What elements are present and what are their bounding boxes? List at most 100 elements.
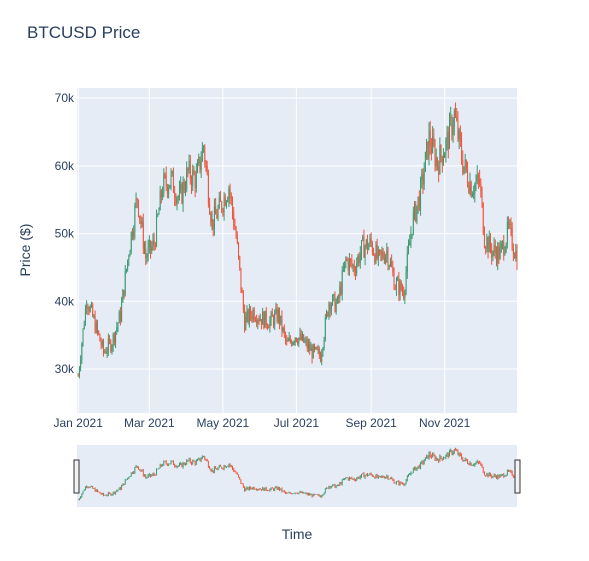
candle-body[interactable] <box>389 261 391 266</box>
candle-body[interactable] <box>250 308 252 316</box>
candle-body[interactable] <box>122 290 124 303</box>
candle-body[interactable] <box>321 353 323 362</box>
candle-body[interactable] <box>230 195 232 199</box>
candle-body[interactable] <box>464 159 466 167</box>
candle-body[interactable] <box>276 308 278 322</box>
candle-body[interactable] <box>471 194 473 197</box>
candle-body[interactable] <box>480 183 482 192</box>
candle-body[interactable] <box>292 342 294 346</box>
candle-body[interactable] <box>512 248 514 255</box>
candle-body[interactable] <box>94 316 96 333</box>
candle-body[interactable] <box>499 247 501 260</box>
candle-body[interactable] <box>371 242 373 253</box>
candle-body[interactable] <box>239 256 241 268</box>
candle-body[interactable] <box>461 141 463 160</box>
candle-body[interactable] <box>493 245 495 252</box>
candle-body[interactable] <box>391 261 393 267</box>
candle-body[interactable] <box>338 296 340 299</box>
candle-body[interactable] <box>286 339 288 342</box>
candle-body[interactable] <box>124 271 126 296</box>
candle-body[interactable] <box>382 252 384 259</box>
candle-body[interactable] <box>264 310 266 328</box>
candle-body[interactable] <box>168 188 170 194</box>
candle-body[interactable] <box>277 309 279 322</box>
candle-body[interactable] <box>219 197 221 202</box>
candle-body[interactable] <box>346 258 348 261</box>
candle-body[interactable] <box>451 117 453 135</box>
candle-body[interactable] <box>364 246 366 258</box>
candle-body[interactable] <box>289 337 291 342</box>
candle-body[interactable] <box>270 312 272 321</box>
candle-body[interactable] <box>146 257 148 259</box>
candle-body[interactable] <box>424 151 426 172</box>
candle-body[interactable] <box>415 203 417 222</box>
candle-body[interactable] <box>107 338 109 352</box>
candle-body[interactable] <box>356 263 358 274</box>
candlesticks[interactable] <box>77 102 518 379</box>
candle-body[interactable] <box>185 189 186 191</box>
candle-body[interactable] <box>358 256 360 264</box>
candle-body[interactable] <box>361 240 362 254</box>
candle-body[interactable] <box>291 341 293 346</box>
candle-body[interactable] <box>144 248 145 250</box>
candle-body[interactable] <box>373 252 375 255</box>
candle-body[interactable] <box>350 259 352 261</box>
candle-body[interactable] <box>130 232 132 252</box>
candle-body[interactable] <box>153 239 155 246</box>
candle-body[interactable] <box>137 200 139 216</box>
candle-body[interactable] <box>82 328 84 344</box>
candle-body[interactable] <box>186 168 188 190</box>
candle-body[interactable] <box>84 307 86 325</box>
candle-body[interactable] <box>191 179 193 186</box>
candle-body[interactable] <box>487 237 489 253</box>
candle-body[interactable] <box>377 250 379 259</box>
candle-body[interactable] <box>90 304 92 307</box>
candle-body[interactable] <box>406 252 408 273</box>
candle-body[interactable] <box>235 229 237 238</box>
candle-body[interactable] <box>98 330 100 335</box>
candle-body[interactable] <box>383 258 385 263</box>
candle-body[interactable] <box>188 160 190 171</box>
candle-body[interactable] <box>117 323 119 328</box>
candle-body[interactable] <box>142 221 144 249</box>
candle-body[interactable] <box>489 236 491 249</box>
candle-body[interactable] <box>177 197 179 199</box>
candle-body[interactable] <box>110 340 112 351</box>
candle-body[interactable] <box>510 223 512 228</box>
candle-body[interactable] <box>224 196 226 206</box>
candle-body[interactable] <box>233 212 235 227</box>
candle-body[interactable] <box>232 198 233 213</box>
candle-body[interactable] <box>400 281 402 291</box>
candle-body[interactable] <box>409 242 411 246</box>
candle-body[interactable] <box>150 240 152 251</box>
candle-body[interactable] <box>404 291 406 299</box>
candle-body[interactable] <box>408 245 409 253</box>
candle-body[interactable] <box>509 223 511 225</box>
candle-body[interactable] <box>508 222 510 225</box>
candle-body[interactable] <box>430 146 432 153</box>
candle-body[interactable] <box>491 248 493 258</box>
candle-body[interactable] <box>376 244 378 259</box>
candle-body[interactable] <box>109 338 111 341</box>
candle-body[interactable] <box>392 266 394 273</box>
candle-body[interactable] <box>262 312 264 325</box>
candle-body[interactable] <box>482 203 484 234</box>
candle-body[interactable] <box>259 319 261 321</box>
candle-body[interactable] <box>83 324 85 329</box>
candle-body[interactable] <box>298 337 300 344</box>
candle-body[interactable] <box>256 320 258 324</box>
candle-body[interactable] <box>145 248 147 259</box>
candle-body[interactable] <box>171 171 173 173</box>
candle-body[interactable] <box>432 136 434 153</box>
candle-body[interactable] <box>218 197 220 209</box>
candle-body[interactable] <box>104 351 106 353</box>
candle-body[interactable] <box>329 303 331 312</box>
candle-body[interactable] <box>254 319 256 321</box>
candle-body[interactable] <box>266 324 268 328</box>
candle-body[interactable] <box>258 319 260 321</box>
candle-body[interactable] <box>140 218 142 224</box>
candle-body[interactable] <box>439 145 441 175</box>
candle-body[interactable] <box>238 242 240 257</box>
candle-body[interactable] <box>95 322 97 333</box>
candle-body[interactable] <box>506 222 508 244</box>
